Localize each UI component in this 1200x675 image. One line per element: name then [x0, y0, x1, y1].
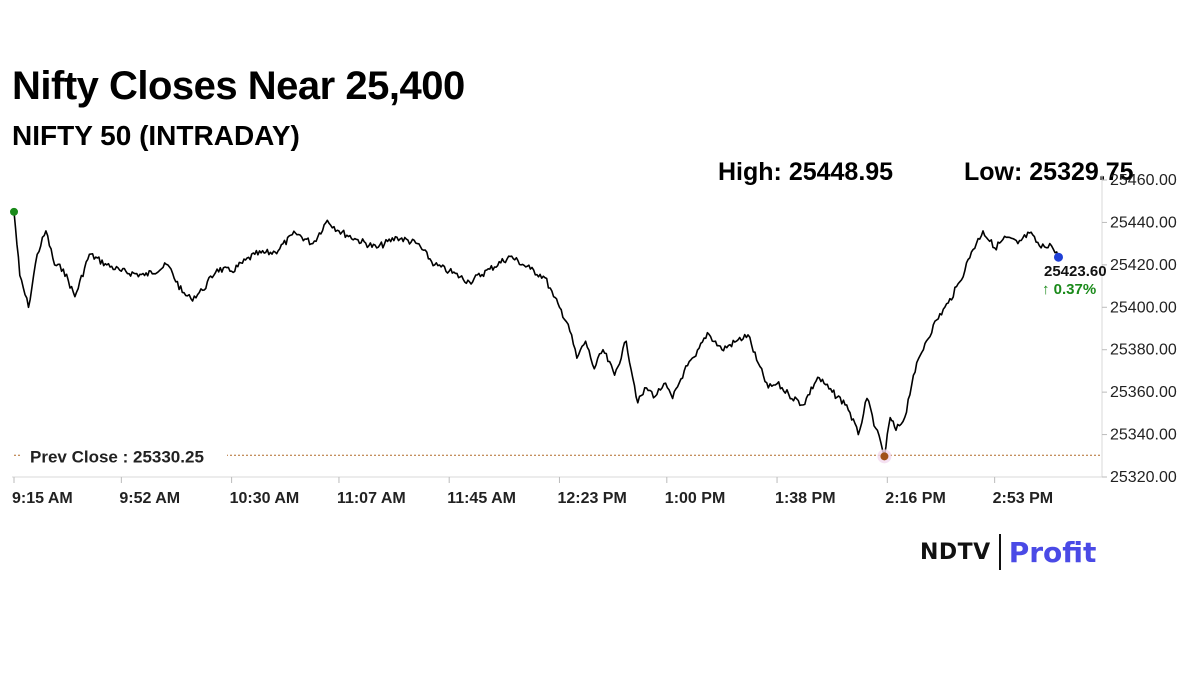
y-tick-label: 25320.00: [1110, 469, 1177, 486]
change-percent-label: ↑ 0.37%: [1042, 281, 1096, 298]
chart-title: Nifty Closes Near 25,400: [12, 64, 465, 108]
x-tick-label: 11:45 AM: [447, 490, 516, 507]
price-line: [13, 211, 1060, 457]
x-tick-label: 2:16 PM: [885, 490, 945, 507]
last-price-marker: [1053, 252, 1063, 262]
x-tick-label: 1:38 PM: [775, 490, 835, 507]
high-value: High: 25448.95: [718, 158, 894, 186]
y-tick-label: 25440.00: [1110, 214, 1177, 231]
last-price-label: 25423.60: [1044, 263, 1107, 280]
logo-ndtv-text: NDTV: [920, 539, 991, 565]
chart-subtitle: NIFTY 50 (INTRADAY): [12, 120, 300, 151]
x-tick-label: 2:53 PM: [993, 490, 1053, 507]
x-tick-label: 9:52 AM: [119, 490, 180, 507]
low-marker: [880, 452, 889, 461]
y-tick-label: 25340.00: [1110, 427, 1177, 444]
x-tick-label: 11:07 AM: [337, 490, 406, 507]
x-tick-label: 10:30 AM: [230, 490, 300, 507]
y-tick-label: 25420.00: [1110, 257, 1177, 274]
open-marker: [10, 207, 18, 216]
x-tick-label: 12:23 PM: [557, 490, 626, 507]
y-tick-label: 25460.00: [1110, 172, 1177, 189]
logo-profit-text: Profit: [1008, 535, 1097, 569]
y-tick-label: 25360.00: [1110, 384, 1177, 401]
prev-close-label: Prev Close : 25330.25: [30, 447, 204, 466]
x-tick-label: 9:15 AM: [12, 490, 73, 507]
x-tick-label: 1:00 PM: [665, 490, 725, 507]
y-tick-label: 25400.00: [1110, 299, 1177, 316]
prev-close-label-bg: [22, 442, 227, 467]
low-value: Low: 25329.75: [964, 158, 1134, 186]
y-tick-label: 25380.00: [1110, 342, 1177, 359]
ndtv-profit-logo: NDTV Profit: [920, 534, 1096, 570]
logo-divider: [998, 534, 1001, 570]
